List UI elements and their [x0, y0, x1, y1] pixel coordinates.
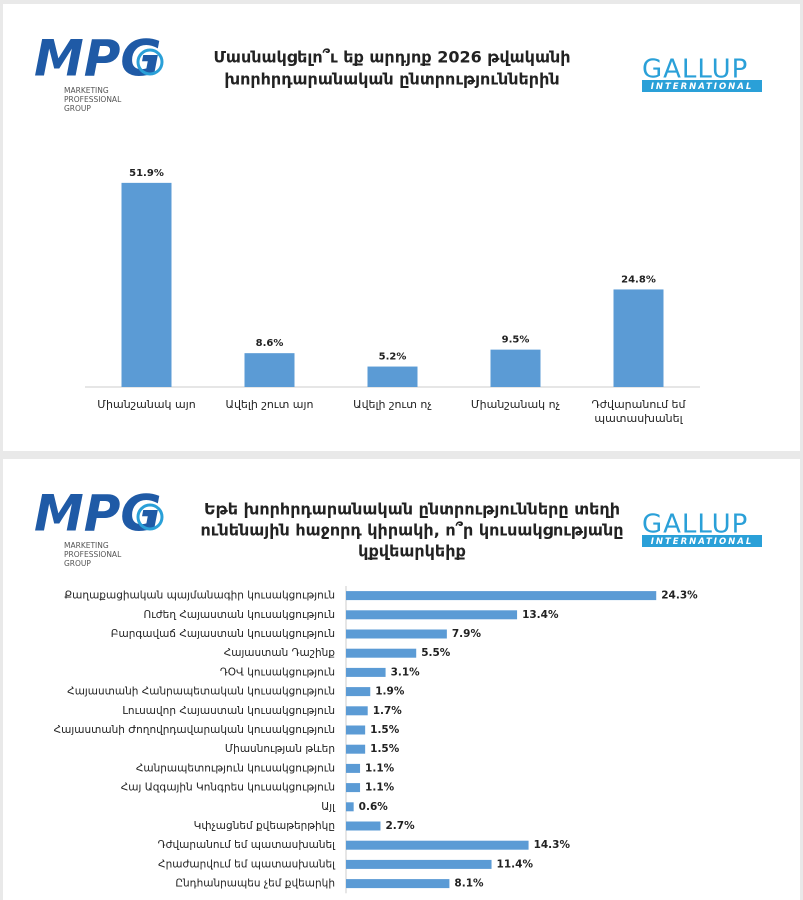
value-label: 51.9%: [129, 168, 164, 179]
value-label: 1.5%: [370, 724, 400, 736]
chart-title: խորհրդարանական ընտրություններին: [224, 70, 559, 89]
chart-title: ունենային հաջորդ կիրակի, ո՞ր կուսակցությ…: [201, 521, 624, 540]
chart-title: Մասնակցելո՞ւ եք արդյոք 2026 թվականի: [213, 48, 570, 67]
gallup-logo: GALLUP: [642, 55, 748, 85]
x-tick-label: Ավելի շուտ այո: [225, 398, 314, 411]
bar: [613, 289, 664, 387]
bar: [346, 821, 381, 831]
y-tick-label: Հրաժարվում եմ պատասխանել: [158, 858, 336, 870]
bar: [346, 610, 518, 620]
value-label: 24.3%: [661, 590, 698, 602]
bar: [346, 667, 386, 677]
value-label: 5.5%: [421, 647, 451, 659]
value-label: 14.3%: [534, 839, 571, 851]
bar: [346, 591, 657, 601]
bar: [346, 706, 368, 716]
bar: [346, 648, 417, 658]
bar: [346, 629, 447, 639]
y-tick-label: Ընդհանրապես չեմ քվեարկի: [175, 878, 335, 890]
chart-title: կքվեարկեիք: [358, 542, 466, 561]
gallup-caption: INTERNATIONAL: [651, 537, 754, 547]
y-tick-label: Հայաստան Դաշինք: [224, 647, 336, 659]
mpg-logo: MPG: [34, 30, 161, 88]
value-label: 8.6%: [256, 338, 284, 349]
mpg-caption: MARKETING: [64, 541, 109, 550]
value-label: 3.1%: [391, 666, 421, 678]
bar: [367, 366, 418, 387]
value-label: 13.4%: [522, 609, 559, 621]
logo-accent: [136, 48, 164, 76]
y-tick-label: Քաղաքացիական պայմանագիր կուսակցություն: [64, 590, 335, 602]
gallup-bar: [642, 80, 762, 92]
bar: [346, 840, 529, 850]
value-label: 1.1%: [365, 782, 395, 794]
bar: [346, 763, 361, 773]
y-tick-label: Հայաստանի Հանրապետական կուսակցություն: [67, 686, 335, 698]
mpg-caption: PROFESSIONAL: [64, 550, 122, 559]
value-label: 11.4%: [497, 858, 534, 870]
gallup-caption: INTERNATIONAL: [651, 82, 754, 92]
value-label: 1.9%: [375, 686, 405, 698]
bar: [121, 182, 172, 387]
value-label: 24.8%: [621, 274, 656, 285]
mpg-caption: MARKETING: [64, 86, 109, 95]
value-label: 1.7%: [373, 705, 403, 717]
bar: [244, 353, 295, 387]
y-tick-label: Լուսավոր Հայաստան կուսակցություն: [122, 705, 335, 717]
value-label: 5.2%: [379, 352, 407, 363]
mpg-logo: MPG: [34, 485, 161, 543]
bar: [346, 859, 492, 869]
y-tick-label: Բարգավաճ Հայաստան կուսակցություն: [111, 628, 335, 640]
value-label: 2.7%: [385, 820, 415, 832]
value-label: 1.5%: [370, 743, 400, 755]
y-tick-label: Դժվարանում եմ պատասխանել: [158, 839, 336, 851]
x-tick-label: Դժվարանում եմ պատասխանել: [591, 398, 686, 425]
chart-title: Եթե խորհրդարանական ընտրությունները տեղի: [204, 500, 620, 519]
gallup-bar: [642, 535, 762, 547]
gallup-logo: GALLUP: [642, 510, 748, 540]
bar: [346, 783, 361, 793]
mpg-caption: GROUP: [64, 559, 91, 568]
y-tick-label: Հանրապետություն կուսակցություն: [136, 762, 335, 774]
value-label: 7.9%: [452, 628, 482, 640]
mpg-caption: PROFESSIONAL: [64, 95, 122, 104]
y-tick-label: Այլ: [321, 801, 336, 813]
x-tick-label: Ավելի շուտ ոչ: [353, 398, 432, 411]
mpg-caption: GROUP: [64, 104, 91, 113]
panel: [3, 459, 800, 900]
bar: [346, 725, 366, 735]
x-tick-label: Միանշանակ ոչ: [470, 398, 561, 411]
value-label: 1.1%: [365, 762, 395, 774]
logo-accent: [136, 503, 164, 531]
value-label: 9.5%: [502, 335, 530, 346]
bar: [346, 744, 366, 754]
y-tick-label: ԴՕՎ կուսակցություն: [220, 666, 335, 678]
y-tick-label: Ուժեղ Հայաստան կուսակցություն: [144, 609, 335, 621]
bar: [346, 687, 371, 697]
x-tick-label: Միանշանակ այո: [97, 398, 196, 411]
bar: [346, 802, 354, 812]
y-tick-label: Կփչացնեմ քվեաթերթիկը: [194, 820, 335, 832]
value-label: 8.1%: [454, 878, 484, 890]
bar: [346, 879, 450, 889]
value-label: 0.6%: [359, 801, 389, 813]
y-tick-label: Միասնության թևեր: [225, 743, 335, 755]
y-tick-label: Հայաստանի Ժողովրդավարական կուսակցություն: [54, 724, 335, 736]
y-tick-label: Հայ Ազգային Կոնգրես կուսակցություն: [121, 782, 335, 794]
bar: [490, 349, 541, 387]
